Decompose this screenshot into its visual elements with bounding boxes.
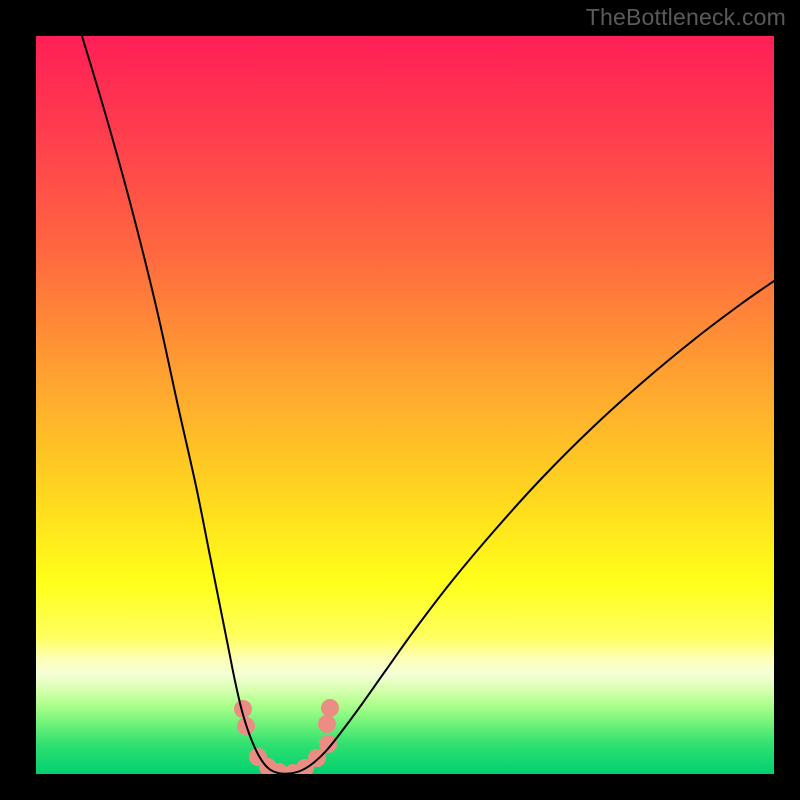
- plot-area: [36, 36, 774, 774]
- watermark-text: TheBottleneck.com: [586, 4, 786, 31]
- curve-layer: [36, 36, 774, 774]
- marker-bead: [319, 716, 336, 733]
- v-curve-path: [82, 36, 774, 774]
- marker-bead: [322, 700, 339, 717]
